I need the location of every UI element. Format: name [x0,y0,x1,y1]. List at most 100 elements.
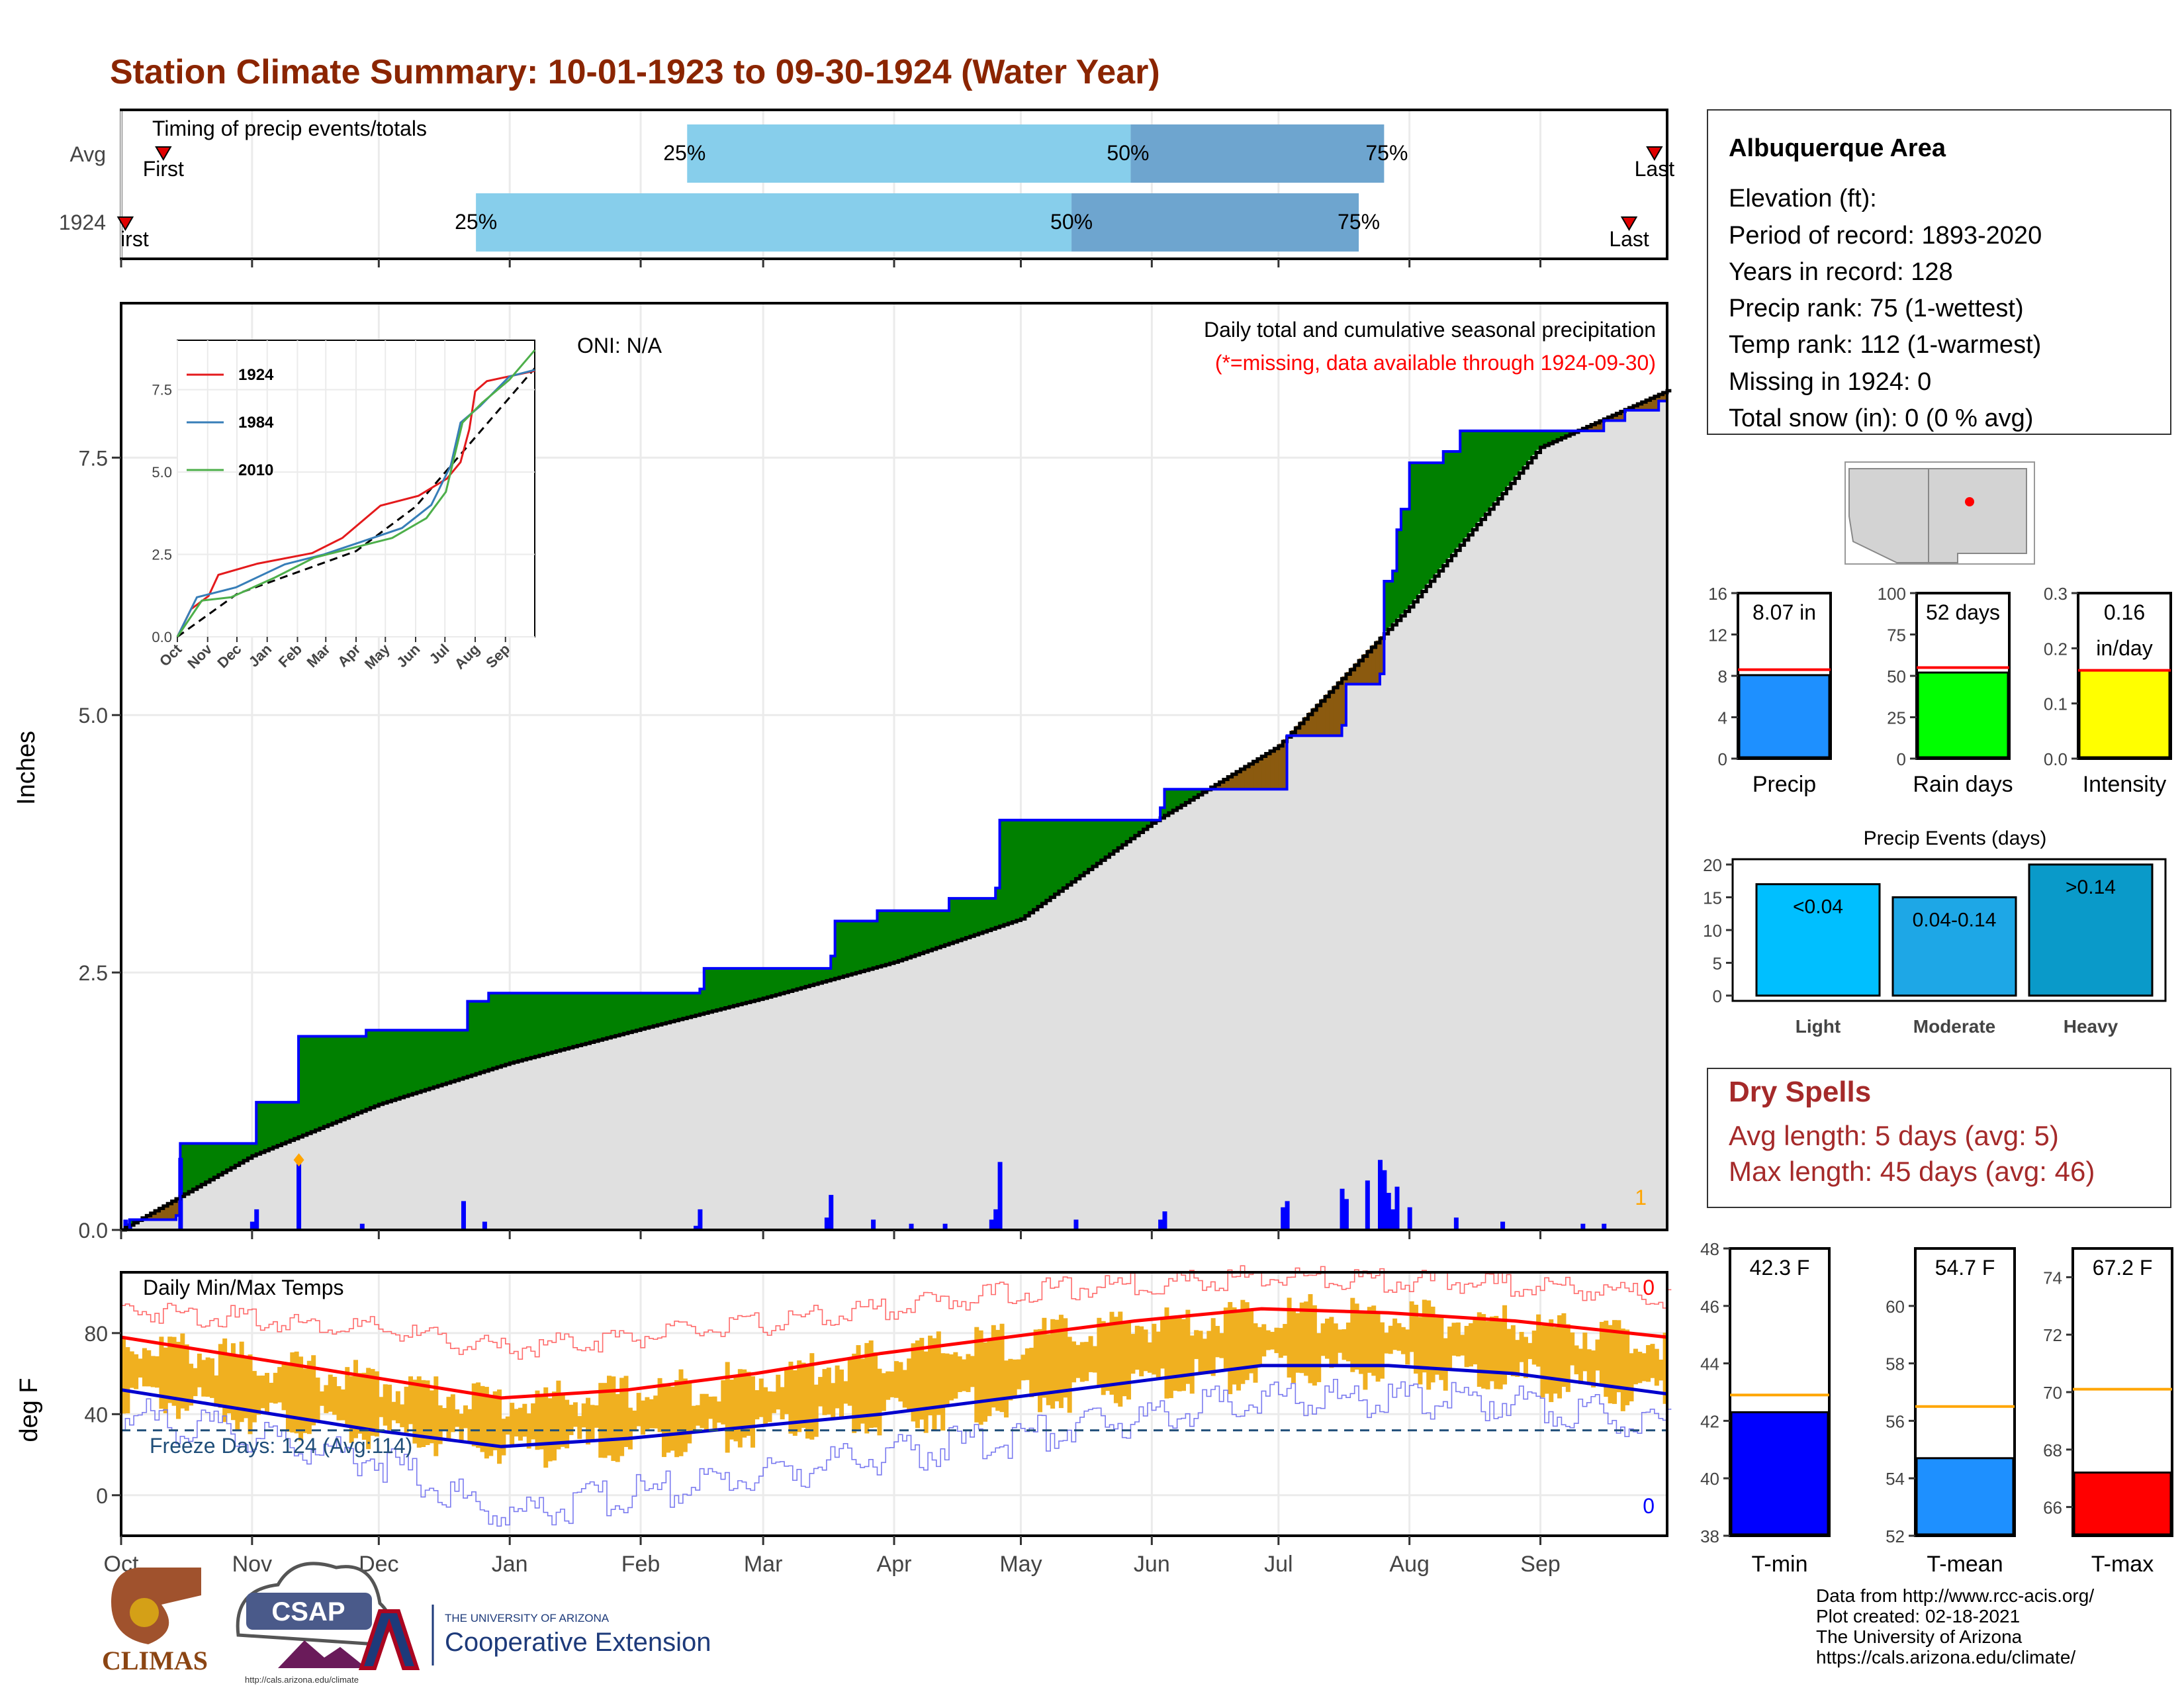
daily-temp-bar [1595,1339,1600,1371]
daily-temp-bar [302,1368,308,1433]
event-value-label: 0.04-0.14 [1913,910,1997,931]
above-avg-strip [653,993,659,1026]
above-avg-strip [682,993,688,1018]
above-avg-strip [269,1102,274,1149]
avg-bar-25-50 [687,124,1131,183]
below-avg-strip [1354,663,1359,684]
temp-count-bottom: 0 [1643,1494,1655,1518]
below-avg-strip [1650,397,1655,410]
above-avg-strip [1485,430,1490,512]
above-avg-strip [446,1030,451,1083]
daily-temp-bar [919,1338,925,1420]
above-avg-strip [826,968,831,980]
above-avg-strip [602,993,608,1039]
daily-precip-bar [482,1221,487,1230]
above-avg-strip [704,968,709,1013]
above-avg-strip [666,993,671,1023]
daily-temp-bar [353,1360,359,1438]
daily-temp-bar [1662,1333,1668,1404]
daily-temp-bar [1367,1307,1372,1373]
daily-temp-bar [336,1386,341,1421]
below-avg-strip [155,1209,160,1220]
above-avg-strip [1392,571,1398,623]
above-avg-strip [1443,451,1448,563]
above-avg-strip [1092,820,1097,865]
avg-p75-label: 75% [1365,141,1408,165]
daily-precip-bar [1382,1170,1387,1230]
above-avg-strip [708,968,713,1012]
daily-temp-bar [657,1378,662,1432]
inset-y-tick-label: 5.0 [152,464,172,481]
year-p25-label: 25% [455,210,497,234]
temp-y-tick-label: 80 [84,1322,108,1346]
daily-temp-bar [387,1384,392,1430]
daily-temp-bar [163,1347,168,1413]
daily-temp-bar [294,1351,299,1434]
daily-temp-bar [682,1378,688,1452]
above-avg-strip [471,1001,477,1075]
daily-temp-bar [150,1356,156,1387]
missing-marker [293,1153,304,1167]
daily-temp-bar [518,1407,523,1441]
daily-temp-bar [1473,1319,1478,1365]
below-avg-strip [1371,645,1377,684]
below-avg-strip [159,1207,164,1220]
above-avg-strip [661,993,666,1023]
above-avg-strip [1426,463,1432,584]
daily-precip-bars [123,1153,1607,1230]
above-avg-strip [632,993,637,1031]
ua-big-text: Cooperative Extension [445,1628,711,1657]
daily-precip-bar [1386,1193,1391,1230]
daily-temp-bar [1283,1324,1288,1356]
daily-temp-bar [666,1385,671,1453]
daily-temp-bar [771,1391,776,1413]
daily-temp-bar [805,1366,810,1439]
daily-precip-bar [1500,1221,1506,1230]
above-avg-strip [649,993,654,1027]
above-avg-strip [754,968,760,1000]
above-avg-strip [1544,430,1549,445]
daily-precip-bar [359,1223,365,1230]
year-bar-25-50 [476,193,1072,252]
event-category-label: Light [1796,1016,1841,1037]
daily-temp-bar [1375,1311,1381,1382]
daily-temp-bar [826,1367,831,1415]
daily-temp-bar [700,1393,705,1429]
daily-temp-bar [627,1407,633,1450]
timing-row-year: 1924 [59,211,106,234]
above-avg-strip [674,993,680,1020]
daily-temp-bar [1017,1359,1022,1389]
event-category-label: Moderate [1913,1016,1995,1037]
daily-temp-bar [1058,1315,1064,1409]
daily-temp-bar [902,1370,907,1408]
summary-value-extra: in/day [2096,636,2152,660]
above-avg-strip [619,993,625,1035]
daily-temp-bar [391,1401,396,1421]
below-avg-strip [1616,412,1621,421]
above-avg-strip [966,898,971,937]
daily-temp-bar [995,1330,1001,1411]
above-avg-strip [226,1143,232,1169]
summary-y-tick-label: 44 [1700,1354,1719,1374]
year-cumulative-line [121,399,1668,1231]
events-y-tick-label: 15 [1703,888,1722,908]
summary-y-tick-label: 16 [1708,584,1727,604]
daily-temp-bar [281,1362,287,1411]
event-category-label: Heavy [2064,1016,2118,1037]
daily-temp-bar [1101,1321,1106,1395]
above-avg-strip [531,993,536,1057]
new-mexico-shape [1928,468,2027,563]
below-avg-strip [1240,767,1246,790]
above-avg-strip [881,910,886,965]
above-avg-strip [606,993,612,1038]
daily-temp-bar [1641,1353,1647,1382]
daily-precip-bar [1377,1160,1383,1230]
daily-temp-bar [1210,1318,1216,1376]
precip-events-title: Precip Events (days) [1864,827,2047,849]
daily-temp-bar [767,1391,772,1423]
daily-temp-bar [471,1383,477,1446]
above-avg-strip [459,1030,464,1079]
precip-events-panel: Precip Events (days) 05101520<0.04Light0… [1703,827,2167,1037]
daily-temp-bar [725,1362,730,1453]
daily-temp-bar [366,1368,371,1450]
